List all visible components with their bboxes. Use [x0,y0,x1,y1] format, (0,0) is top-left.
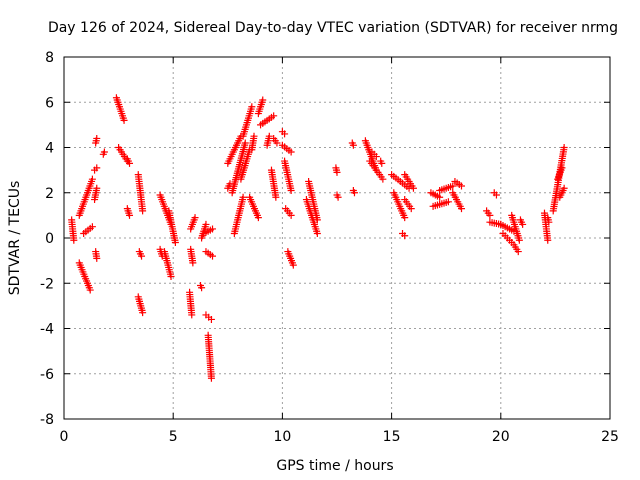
data-point [519,220,527,228]
data-point [202,220,210,228]
y-tick-label: 6 [45,95,54,111]
data-point [444,198,452,206]
data-point [334,193,342,201]
data-point [209,225,217,233]
data-point [93,254,101,262]
data-point [139,207,147,215]
data-point [350,189,358,197]
data-point [289,261,297,269]
data-point [272,193,280,201]
data-point [93,164,101,172]
data-point [449,182,457,190]
y-tick-label: 0 [45,231,54,247]
data-point [558,164,566,172]
data-point [401,232,409,240]
data-point [515,236,523,244]
data-point [281,130,289,138]
axis-ticks: 0 5 10 15 20 25 -8 -6 -4 -2 0 2 4 6 8 [40,50,619,445]
x-tick-label: 5 [169,429,178,445]
data-point [88,175,96,183]
x-tick-label: 10 [273,429,291,445]
y-tick-label: 2 [45,186,54,202]
data-point [560,144,568,151]
data-point [86,286,94,294]
data-point [207,315,215,323]
data-point [250,132,258,140]
x-tick-label: 0 [60,429,69,445]
data-point [436,193,444,201]
data-point [93,134,101,142]
data-point [171,239,179,247]
data-point [545,218,553,226]
data-point [486,211,494,219]
data-point [378,159,386,167]
data-point [265,132,273,140]
data-points [68,94,568,382]
data-point [254,214,262,222]
y-tick-label: -6 [40,367,54,383]
chart-title: Day 126 of 2024, Sidereal Day-to-day VTE… [48,20,618,36]
x-tick-label: 25 [601,429,619,445]
data-point [287,211,295,219]
data-point [273,139,281,147]
y-tick-label: 4 [45,141,54,157]
data-point [372,153,380,161]
data-point [560,184,568,192]
data-point [88,223,96,231]
data-point [207,374,215,382]
data-point [457,205,465,213]
data-point [209,252,217,260]
data-point [379,175,387,183]
data-point [407,205,415,213]
grid-lines [64,57,610,419]
y-axis-label: SDTVAR / TECUs [7,181,23,296]
data-point [191,214,199,222]
data-point [333,168,341,176]
data-point [313,229,321,237]
data-point [313,216,321,224]
data-point [248,103,256,111]
data-point [70,236,78,244]
data-point [241,139,249,147]
y-tick-label: -2 [40,276,54,292]
data-point [139,309,147,317]
data-point [492,191,500,199]
data-point [239,193,247,201]
data-point [188,311,196,319]
x-tick-label: 20 [492,429,510,445]
x-axis-label: GPS time / hours [276,458,393,474]
data-point [198,284,206,292]
data-point [126,211,134,219]
data-point [93,184,101,192]
y-tick-label: 8 [45,50,54,66]
data-point [544,236,552,244]
data-point [120,116,128,124]
y-tick-label: -8 [40,412,54,428]
data-point [514,248,522,256]
data-point [100,148,108,156]
data-point [189,259,197,267]
x-tick-label: 15 [383,429,401,445]
y-tick-label: -4 [40,322,54,338]
data-point [138,252,146,260]
data-point [259,96,267,104]
data-point [457,182,465,190]
data-point [270,112,278,120]
data-point [349,141,357,149]
data-point [409,184,417,192]
data-point [287,186,295,194]
data-point [126,159,134,167]
data-point [287,148,295,156]
data-point [167,272,175,280]
data-point [401,214,409,222]
